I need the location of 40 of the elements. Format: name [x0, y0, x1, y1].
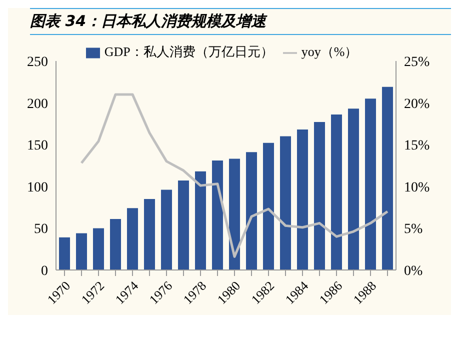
line-series — [80, 93, 389, 258]
bar — [178, 180, 189, 270]
y-tick-label: 50 — [34, 222, 48, 238]
y2-tick-label: 5% — [404, 222, 423, 238]
bar — [161, 190, 172, 270]
bar — [212, 160, 223, 270]
bar — [110, 219, 121, 270]
y-tick-label: 150 — [27, 138, 48, 154]
y-tick-label: 250 — [27, 54, 48, 70]
y2-tick-label: 20% — [404, 96, 430, 112]
bar — [144, 198, 155, 270]
bar — [314, 122, 325, 270]
x-tick-label: 1982 — [248, 278, 278, 308]
bar — [263, 142, 274, 270]
y2-tick-label: 25% — [404, 54, 430, 70]
bar — [382, 86, 393, 270]
bar — [93, 228, 104, 270]
x-tick-label: 1972 — [78, 278, 108, 308]
bar — [365, 98, 376, 270]
bar — [297, 130, 308, 270]
legend-label: yoy（%） — [301, 44, 358, 59]
bar — [195, 171, 206, 270]
y-tick-label: 200 — [27, 96, 48, 112]
y-tick-label: 100 — [27, 180, 48, 196]
bar — [348, 108, 359, 270]
x-tick-label: 1970 — [44, 278, 74, 308]
bar — [127, 208, 138, 270]
bar — [331, 114, 342, 270]
y2-tick-label: 0% — [404, 264, 423, 279]
x-tick-label: 1980 — [214, 278, 244, 308]
y2-tick-label: 15% — [404, 138, 430, 154]
bar — [76, 233, 87, 270]
y-tick-label: 0 — [41, 264, 48, 279]
bar — [229, 158, 240, 270]
bar — [59, 237, 70, 270]
chart-title: 图表 34：日本私人消费规模及增速 — [30, 8, 451, 35]
bar — [246, 152, 257, 270]
bar — [280, 136, 291, 270]
y2-tick-label: 10% — [404, 180, 430, 196]
legend-label: GDP：私人消费（万亿日元） — [104, 44, 274, 59]
